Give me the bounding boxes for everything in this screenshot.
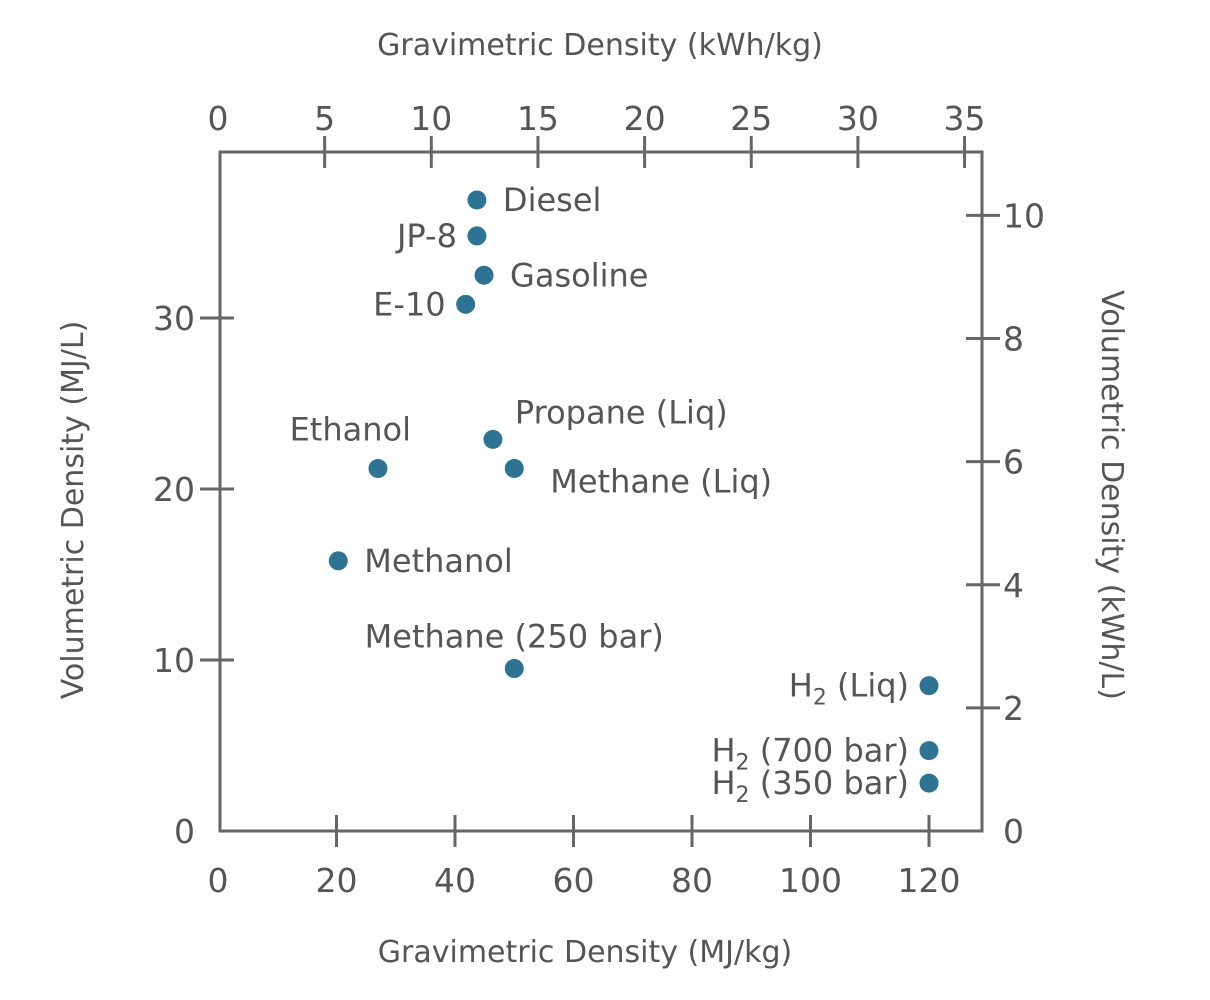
y-right-tick-label: 2 (1003, 689, 1024, 728)
data-point (919, 676, 939, 696)
y-right-tick-label: 0 (1003, 812, 1024, 851)
x-top-tick-label: 5 (314, 99, 335, 138)
y-right-tick-label: 6 (1003, 443, 1024, 482)
x-top-tick-label: 30 (837, 99, 879, 138)
y-axis-right-label: Volumetric Density (kWh/L) (1094, 290, 1129, 700)
point-label: JP-8 (395, 217, 457, 255)
x-bottom-tick-label: 100 (779, 861, 842, 900)
x-bottom-tick-label: 20 (316, 861, 358, 900)
point-label: Methane (250 bar) (365, 618, 664, 656)
y-left-tick-label: 10 (153, 641, 195, 680)
data-point (467, 190, 487, 210)
x-top-tick-label: 15 (517, 99, 559, 138)
tick-labels-layer: 0 20 40 60 80 100 120 0 5 10 15 20 25 30 35 0 10 20 30 0 2 4 6… (153, 99, 1045, 900)
point-label: Diesel (503, 181, 601, 219)
x-top-tick-label: 20 (624, 99, 666, 138)
x-top-tick-label: 0 (208, 99, 229, 138)
x-top-tick-label: 35 (944, 99, 986, 138)
data-point (474, 265, 494, 285)
data-point (504, 458, 524, 478)
point-label: H2 (Liq) (789, 667, 909, 711)
point-labels-layer: Diesel JP-8 Gasoline E-10 Propane (Liq) Metha… (290, 181, 909, 808)
point-label: Ethanol (290, 410, 411, 448)
data-point (328, 551, 348, 571)
data-point (467, 226, 487, 246)
y-right-tick-label: 10 (1003, 196, 1045, 235)
y-left-tick-label: 20 (153, 470, 195, 509)
point-label: Methanol (364, 542, 512, 580)
x-bottom-tick-label: 40 (434, 861, 476, 900)
data-point (919, 773, 939, 793)
x-top-tick-label: 25 (730, 99, 772, 138)
x-top-tick-label: 10 (410, 99, 452, 138)
plot-frame (218, 150, 984, 833)
data-point (504, 659, 524, 679)
data-point (483, 429, 503, 449)
point-label: E-10 (373, 285, 445, 323)
point-label: Gasoline (510, 256, 648, 294)
y-right-tick-label: 4 (1003, 566, 1024, 605)
y-left-tick-label: 30 (153, 299, 195, 338)
point-label: H2 (700 bar) (711, 732, 909, 776)
x-bottom-tick-label: 120 (898, 861, 961, 900)
point-label: Propane (Liq) (515, 393, 728, 431)
x-bottom-tick-label: 0 (208, 861, 229, 900)
x-bottom-tick-label: 80 (671, 861, 713, 900)
x-bottom-tick-label: 60 (553, 861, 595, 900)
data-point (919, 741, 939, 761)
y-left-tick-label: 0 (174, 812, 195, 851)
point-label: H2 (350 bar) (711, 764, 909, 808)
x-axis-bottom-label: Gravimetric Density (MJ/kg) (378, 935, 792, 970)
data-point (368, 458, 388, 478)
data-point (456, 294, 476, 314)
points-layer (328, 190, 939, 793)
point-label: Methane (Liq) (550, 462, 772, 500)
y-axis-left-label: Volumetric Density (MJ/L) (56, 321, 91, 700)
x-axis-top-label: Gravimetric Density (kWh/kg) (377, 28, 823, 63)
ticks-layer (200, 136, 1000, 847)
y-right-tick-label: 8 (1003, 320, 1024, 359)
